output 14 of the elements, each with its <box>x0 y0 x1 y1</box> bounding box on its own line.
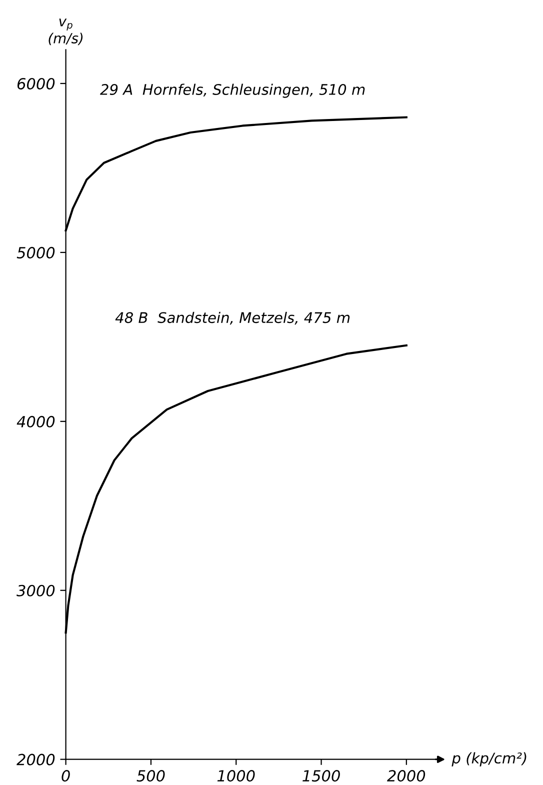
y-tick-label: 6000 <box>17 78 55 90</box>
y-tick-label: 4000 <box>16 416 55 428</box>
series-label: 48 B Sandstein, Metzels, 475 m <box>115 312 350 325</box>
x-tick-label: 1000 <box>217 770 255 782</box>
y-tick-label: 3000 <box>16 584 55 596</box>
x-tick-label: 2000 <box>387 770 426 782</box>
x-tick-label: 0 <box>62 770 70 782</box>
y-tick-label: 2000 <box>16 754 55 766</box>
x-tick-label: 1500 <box>302 770 340 782</box>
y-tick-label: 5000 <box>16 246 55 258</box>
series-label: 29 A Hornfels, Schleusingen, 510 m <box>100 84 365 98</box>
x-tick-label: 500 <box>136 770 165 782</box>
x-axis-title: p (kp/cm²) <box>452 752 526 766</box>
y-axis-title: v$_{p}$ (m/s) <box>48 18 83 46</box>
